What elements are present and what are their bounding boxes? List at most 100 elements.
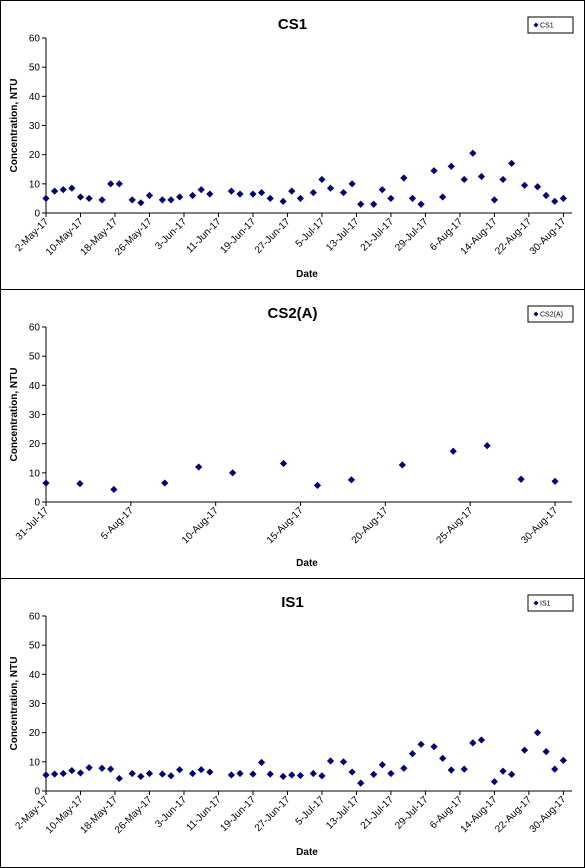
x-tick-label: 19-Jun-17 [218, 216, 258, 256]
data-point-cs1 [490, 196, 498, 204]
y-tick-label: 40 [29, 92, 41, 103]
data-point-cs1 [339, 188, 348, 197]
x-tick-label: 11-Jun-17 [184, 216, 223, 255]
data-point-is1 [370, 770, 378, 778]
x-axis-label: Date [296, 558, 318, 569]
data-point-cs1 [257, 188, 266, 197]
y-tick-label: 60 [29, 34, 41, 45]
data-point-cs2-a [110, 485, 118, 494]
data-point-is1 [296, 771, 304, 780]
data-point-cs1 [115, 180, 123, 188]
x-tick-label: 19-Jun-17 [218, 794, 258, 834]
data-point-is1 [76, 769, 85, 777]
y-tick-label: 10 [29, 179, 41, 190]
data-point-cs1 [469, 149, 477, 157]
data-point-is1 [59, 769, 67, 778]
data-point-cs1 [551, 197, 559, 205]
data-point-is1 [378, 761, 386, 769]
data-point-cs1 [188, 191, 197, 200]
chart-title: CS2(A) [267, 305, 317, 322]
legend-label: CS2(A) [540, 312, 563, 319]
data-point-is1 [417, 740, 425, 748]
data-point-cs1 [76, 193, 85, 201]
legend-box [527, 305, 574, 323]
y-axis-label: Concentration, NTU [9, 368, 20, 462]
legend-box [527, 594, 574, 612]
chart-panel-cs1: CS1 0 10 20 30 40 50 60 2-May-17 10-May-17 18-May-… [0, 0, 585, 290]
data-point-is1 [408, 750, 417, 758]
legend-marker [533, 600, 539, 606]
data-point-is1 [158, 770, 167, 778]
data-point-cs1 [499, 175, 507, 184]
data-point-cs1 [508, 159, 516, 168]
x-tick-label: 27-Jun-17 [253, 794, 293, 834]
data-point-cs1 [309, 188, 317, 197]
data-point-cs1 [51, 187, 59, 195]
chart-cs1: CS101020304050602-May-1710-May-1718-May-… [9, 16, 574, 280]
data-point-cs1 [137, 199, 145, 207]
data-point-is1 [326, 757, 335, 765]
data-point-is1 [490, 778, 498, 786]
y-axis-label: Concentration, NTU [9, 657, 20, 751]
data-point-cs1 [400, 174, 408, 182]
x-tick-label: 5-Jul-17 [294, 794, 328, 828]
data-point-is1 [85, 764, 93, 772]
data-point-is1 [469, 739, 477, 747]
x-tick-label: 13-Jul-17 [324, 794, 362, 832]
data-point-cs1 [236, 190, 244, 198]
chart-panel-cs2a: CS2(A) 0 10 20 30 40 50 60 31-Jul-17 5-Aug-17 10-A… [0, 289, 585, 579]
data-point-is1 [51, 770, 59, 778]
data-point-cs1 [477, 172, 486, 181]
y-tick-label: 40 [29, 381, 41, 392]
data-point-cs2-a [347, 476, 356, 484]
data-point-cs1 [520, 181, 529, 189]
y-tick-label: 20 [29, 150, 41, 161]
data-point-is1 [551, 765, 559, 773]
x-tick-label: 26-May-17 [113, 794, 155, 836]
data-point-is1 [107, 765, 115, 773]
y-axis-label: Concentration, NTU [9, 79, 20, 173]
chart-title: IS1 [281, 594, 304, 611]
x-tick-label: 30-Aug-17 [528, 216, 569, 257]
x-tick-label: 29-Jul-17 [393, 794, 431, 832]
data-point-is1 [288, 771, 296, 779]
data-point-cs1 [326, 184, 335, 192]
data-point-cs2-a [161, 479, 169, 487]
data-point-is1 [249, 770, 257, 778]
data-point-is1 [477, 736, 486, 744]
data-point-cs2-a [279, 459, 288, 468]
x-tick-label: 20-Aug-17 [350, 505, 391, 546]
y-tick-label: 30 [29, 410, 41, 421]
data-point-is1 [98, 764, 106, 772]
data-point-cs1 [85, 194, 93, 203]
data-point-cs1 [542, 191, 550, 200]
data-point-cs1 [387, 194, 395, 203]
data-point-cs1 [439, 193, 447, 201]
data-point-is1 [257, 758, 266, 767]
data-point-cs1 [288, 187, 296, 195]
data-point-cs1 [296, 194, 304, 203]
y-tick-label: 60 [29, 612, 41, 623]
data-point-cs1 [249, 190, 257, 198]
data-point-cs1 [357, 200, 365, 208]
x-tick-label: 27-Jun-17 [253, 216, 293, 256]
data-point-is1 [400, 764, 408, 772]
data-point-is1 [266, 770, 274, 778]
y-tick-label: 0 [34, 787, 40, 798]
data-point-cs1 [158, 196, 167, 204]
x-tick-label: 5-Aug-17 [99, 505, 136, 542]
data-point-is1 [128, 769, 136, 778]
y-tick-label: 0 [34, 498, 40, 509]
y-tick-label: 0 [34, 209, 40, 220]
y-tick-label: 30 [29, 121, 41, 132]
data-point-cs1 [370, 200, 378, 208]
data-point-cs1 [145, 191, 154, 200]
data-point-is1 [339, 758, 348, 766]
data-point-is1 [206, 768, 214, 776]
data-point-cs1 [227, 187, 235, 195]
data-point-cs1 [167, 196, 175, 204]
data-point-is1 [227, 771, 235, 779]
x-tick-label: 10-Aug-17 [180, 505, 221, 546]
data-point-is1 [357, 779, 365, 787]
y-tick-label: 50 [29, 641, 41, 652]
